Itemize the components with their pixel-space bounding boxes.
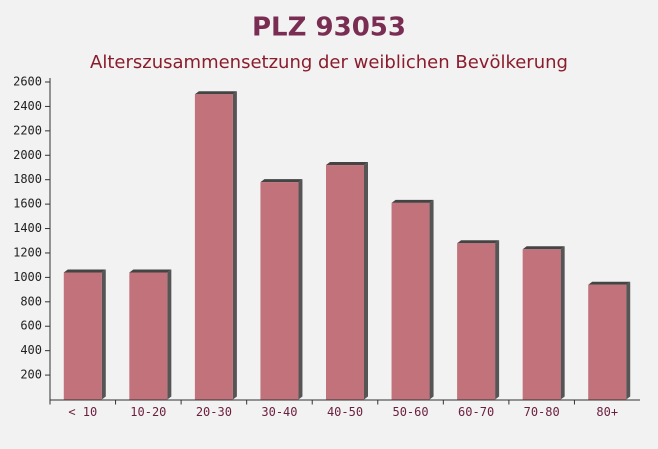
bar-top bbox=[457, 240, 500, 244]
y-tick-label: 600 bbox=[20, 319, 42, 333]
bar-top bbox=[260, 179, 303, 183]
bar bbox=[391, 202, 430, 400]
bar-top bbox=[194, 91, 237, 95]
bar-top bbox=[63, 269, 106, 273]
x-tick-label: 10-20 bbox=[130, 405, 166, 419]
bar-top bbox=[129, 269, 172, 273]
x-tick-label: 20-30 bbox=[196, 405, 232, 419]
bar bbox=[457, 243, 496, 400]
bar bbox=[194, 94, 233, 400]
y-tick-label: 1800 bbox=[13, 172, 42, 186]
y-tick-label: 2200 bbox=[13, 123, 42, 137]
y-tick-label: 1400 bbox=[13, 221, 42, 235]
x-tick-label: < 10 bbox=[68, 405, 97, 419]
y-tick-label: 800 bbox=[20, 294, 42, 308]
bar-top bbox=[391, 199, 434, 203]
x-tick-label: 50-60 bbox=[392, 405, 428, 419]
bar bbox=[63, 272, 102, 400]
y-tick-label: 2400 bbox=[13, 99, 42, 113]
y-tick-label: 1600 bbox=[13, 197, 42, 211]
bar bbox=[326, 165, 364, 400]
x-tick-label: 60-70 bbox=[458, 405, 494, 419]
y-tick-label: 400 bbox=[20, 343, 42, 357]
bar-shadow bbox=[364, 162, 368, 400]
chart-subtitle: Alterszusammensetzung der weiblichen Bev… bbox=[90, 52, 568, 73]
bar-shadow bbox=[232, 91, 237, 400]
x-tick-label: 70-80 bbox=[524, 405, 560, 419]
bar-shadow bbox=[167, 269, 172, 400]
bar-top bbox=[522, 246, 565, 250]
bar bbox=[129, 272, 168, 400]
bar-shadow bbox=[101, 269, 106, 400]
x-tick-label: 80+ bbox=[596, 405, 618, 419]
x-tick-label: 30-40 bbox=[261, 405, 297, 419]
bar bbox=[522, 249, 561, 400]
bar-shadow bbox=[626, 281, 631, 400]
bar-shadow bbox=[495, 240, 500, 400]
chart-title: PLZ 93053 bbox=[252, 13, 406, 43]
bar-top bbox=[326, 162, 368, 166]
y-tick-label: 1200 bbox=[13, 245, 42, 259]
y-tick-label: 2600 bbox=[13, 75, 42, 89]
bar bbox=[588, 284, 627, 400]
y-tick-label: 2000 bbox=[13, 148, 42, 162]
y-tick-label: 1000 bbox=[13, 270, 42, 284]
bar-shadow bbox=[560, 246, 565, 400]
bar bbox=[260, 182, 299, 400]
bar-top bbox=[588, 281, 631, 285]
bar-shadow bbox=[429, 199, 434, 400]
bar-shadow bbox=[298, 179, 303, 400]
x-tick-label: 40-50 bbox=[327, 405, 363, 419]
y-tick-label: 200 bbox=[20, 368, 42, 382]
